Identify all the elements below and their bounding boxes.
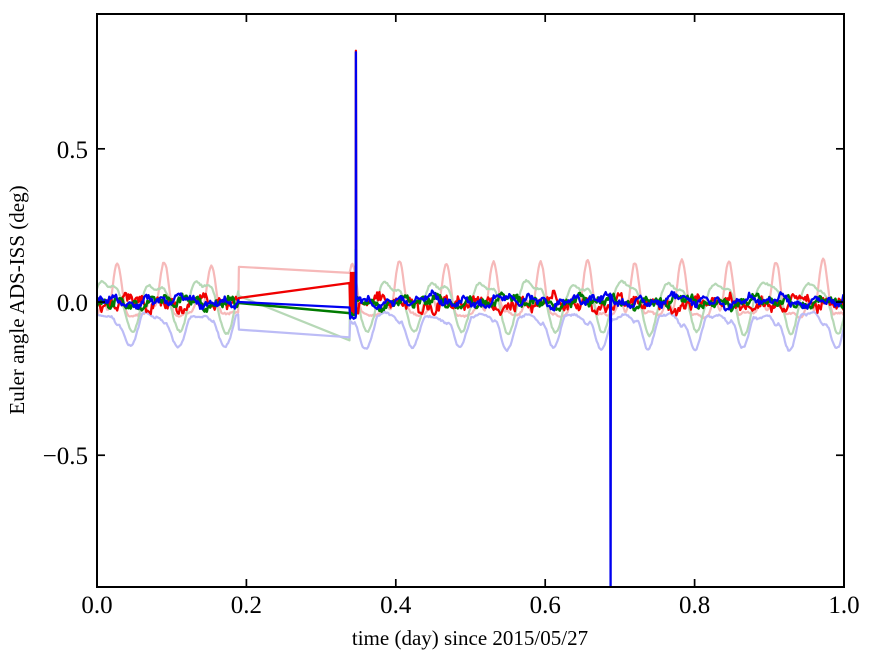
x-axis-label: time (day) since 2015/05/27 (352, 626, 588, 650)
plot-frame (96, 13, 845, 588)
series-euler-3-raw (97, 310, 844, 353)
series-euler-3-est (97, 51, 844, 587)
x-tick-label: 0.4 (380, 592, 412, 619)
x-tick-label: 1.0 (828, 592, 859, 619)
series-euler-2-raw (97, 278, 844, 342)
y-tick-label: −0.5 (43, 443, 88, 470)
x-tick-label: 0.6 (530, 592, 561, 619)
plot-generated-layer: 0.0 0.2 0.4 0.6 0.8 1.0 −0.5 0.0 0.5 (43, 13, 860, 619)
x-tick-label: 0.2 (231, 592, 262, 619)
y-tick-label: 0.5 (57, 137, 88, 164)
y-axis-label: Euler angle ADS-ISS (deg) (5, 185, 29, 414)
y-tick-label: 0.0 (57, 290, 88, 317)
x-tick-label: 0.0 (81, 592, 112, 619)
x-tick-label: 0.8 (679, 592, 710, 619)
